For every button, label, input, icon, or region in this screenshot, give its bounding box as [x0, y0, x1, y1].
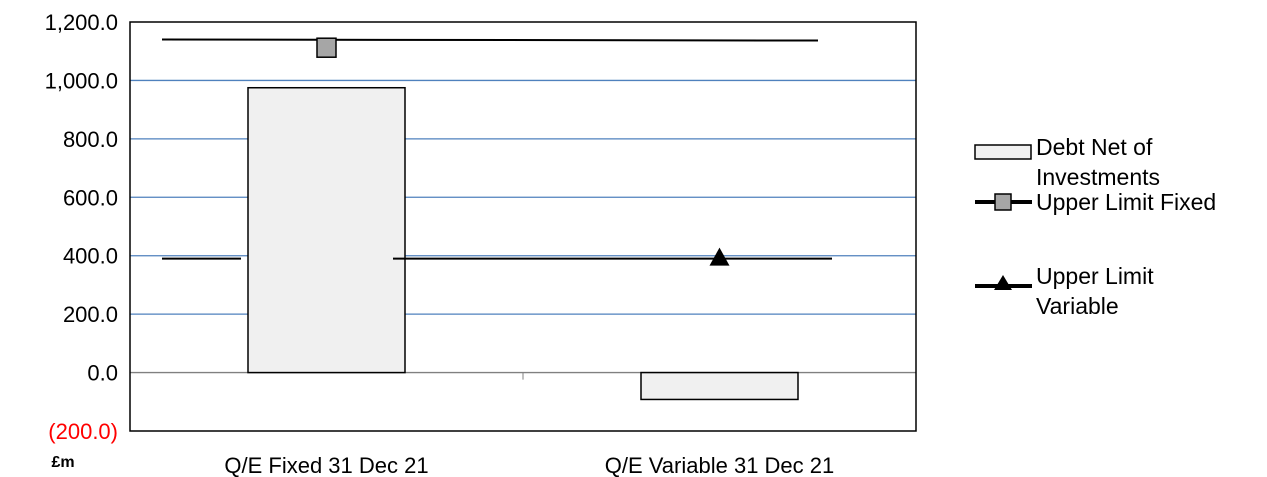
bar	[247, 86, 406, 374]
legend-symbol-square-marker	[994, 193, 1012, 211]
y-axis-tick-labels: (200.0) 0.0 200.0 400.0 600.0 800.0 1,000.0 1,2…	[45, 10, 118, 444]
y-tick-label: 200.0	[63, 302, 118, 327]
legend-label: Debt Net of	[1036, 134, 1153, 160]
y-tick-label: (200.0)	[48, 419, 118, 444]
plot-area-frame	[129, 21, 917, 432]
y-tick-label: 600.0	[63, 185, 118, 210]
x-axis-category-labels: Q/E Fixed 31 Dec 21 Q/E Variable 31 Dec 2…	[224, 453, 834, 477]
bars	[247, 86, 799, 401]
y-tick-label: 1,000.0	[45, 68, 118, 93]
unit-label: £m	[51, 454, 74, 471]
y-tick-label: 400.0	[63, 244, 118, 269]
legend-label: Variable	[1036, 293, 1119, 319]
y-tick-label: 1,200.0	[45, 10, 118, 35]
legend-label: Upper Limit	[1036, 263, 1154, 289]
y-tick-label: 0.0	[87, 361, 118, 386]
x-category-label: Q/E Variable 31 Dec 21	[605, 453, 835, 477]
upper-limit-variable-marker	[709, 247, 730, 266]
legend-symbol-bar	[974, 144, 1032, 160]
upper-limit-fixed-line	[161, 38, 819, 42]
limit-lines	[161, 37, 832, 266]
y-tick-label: 800.0	[63, 127, 118, 152]
legend-label: Upper Limit Fixed	[1036, 189, 1216, 215]
legend-symbol-triangle-marker	[994, 275, 1012, 290]
x-category-label: Q/E Fixed 31 Dec 21	[224, 453, 428, 477]
upper-limit-fixed-marker	[316, 37, 337, 58]
legend-label: Investments	[1036, 164, 1160, 190]
bar	[640, 371, 799, 401]
